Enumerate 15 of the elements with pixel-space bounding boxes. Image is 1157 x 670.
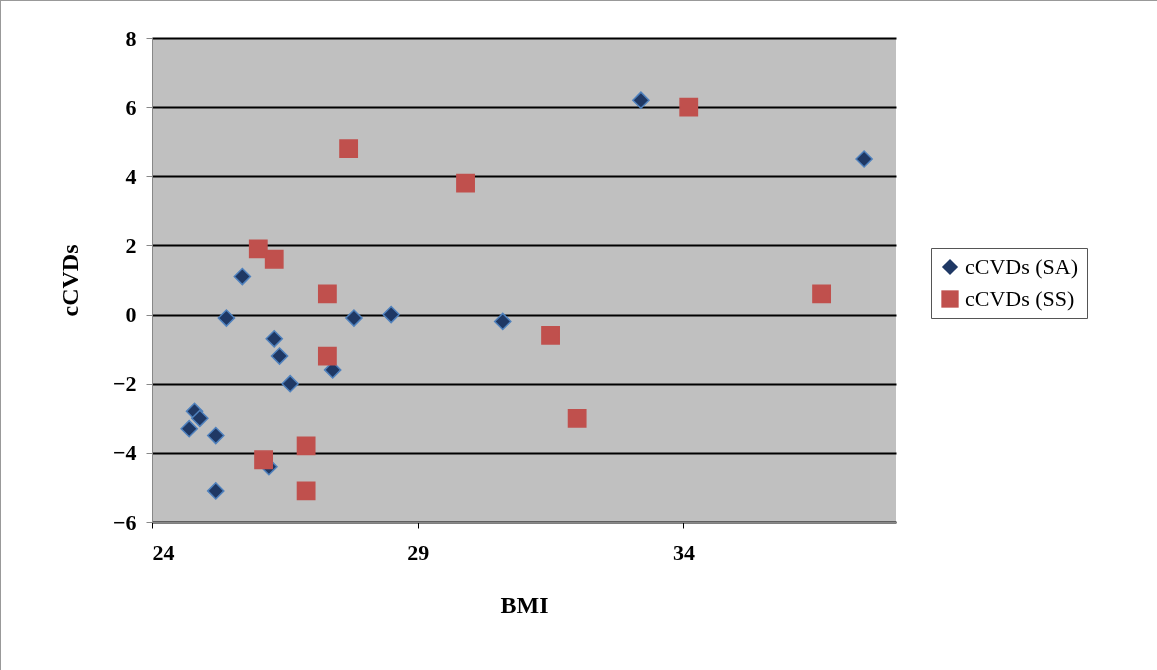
legend-label: cCVDs (SS) bbox=[965, 286, 1075, 311]
y-tick-label: 6 bbox=[125, 94, 137, 120]
x-tick-label: 29 bbox=[407, 539, 430, 565]
y-tick-label: 2 bbox=[125, 232, 137, 258]
y-tick-label: 0 bbox=[125, 302, 137, 328]
x-tick-label: 34 bbox=[672, 539, 695, 565]
x-axis-title: BMI bbox=[500, 591, 549, 618]
y-tick-label: 8 bbox=[125, 25, 137, 51]
y-tick-label: −4 bbox=[112, 440, 137, 466]
y-tick-label: −2 bbox=[112, 371, 137, 397]
y-tick-label: 4 bbox=[125, 163, 137, 189]
y-axis-title: cCVDs bbox=[56, 244, 83, 317]
legend-label: cCVDs (SA) bbox=[965, 254, 1079, 279]
x-tick-label: 24 bbox=[152, 539, 175, 565]
y-tick-label: −6 bbox=[112, 509, 137, 535]
